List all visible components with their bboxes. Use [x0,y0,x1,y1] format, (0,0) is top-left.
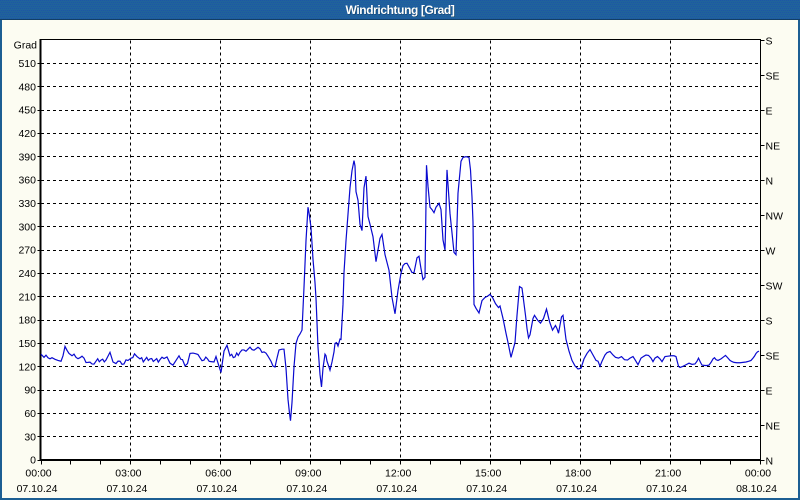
svg-text:120: 120 [18,361,36,373]
svg-text:N: N [766,455,774,467]
svg-text:60: 60 [24,408,36,420]
svg-text:30: 30 [24,431,36,443]
svg-text:Grad: Grad [14,40,38,52]
svg-text:07.10.24: 07.10.24 [17,483,58,495]
svg-text:07.10.24: 07.10.24 [646,483,687,495]
svg-text:07.10.24: 07.10.24 [466,483,507,495]
svg-text:450: 450 [18,105,36,117]
svg-text:07.10.24: 07.10.24 [286,483,327,495]
svg-text:18:00: 18:00 [565,468,591,480]
svg-text:08.10.24: 08.10.24 [736,483,777,495]
svg-text:00:00: 00:00 [25,468,51,480]
svg-text:300: 300 [18,221,36,233]
svg-text:420: 420 [18,128,36,140]
svg-text:270: 270 [18,245,36,257]
svg-text:E: E [766,105,773,117]
svg-text:150: 150 [18,338,36,350]
svg-text:03:00: 03:00 [115,468,141,480]
svg-text:W: W [766,245,776,257]
svg-text:09:00: 09:00 [295,468,321,480]
svg-text:21:00: 21:00 [655,468,681,480]
svg-text:SE: SE [766,350,780,362]
svg-text:240: 240 [18,268,36,280]
svg-text:07.10.24: 07.10.24 [106,483,147,495]
svg-text:00:00: 00:00 [745,468,771,480]
svg-text:480: 480 [18,81,36,93]
svg-text:12:00: 12:00 [385,468,411,480]
svg-text:NE: NE [766,420,781,432]
svg-text:07.10.24: 07.10.24 [196,483,237,495]
svg-text:SE: SE [766,70,780,82]
svg-text:90: 90 [24,385,36,397]
svg-text:390: 390 [18,151,36,163]
svg-text:S: S [766,35,773,47]
svg-text:0: 0 [30,455,36,467]
svg-text:N: N [766,175,774,187]
svg-text:06:00: 06:00 [205,468,231,480]
svg-text:330: 330 [18,198,36,210]
svg-text:07.10.24: 07.10.24 [376,483,417,495]
svg-text:15:00: 15:00 [475,468,501,480]
svg-text:SW: SW [766,280,783,292]
svg-text:210: 210 [18,291,36,303]
svg-text:360: 360 [18,175,36,187]
svg-text:510: 510 [18,58,36,70]
svg-text:NW: NW [766,210,784,222]
svg-text:NE: NE [766,140,781,152]
svg-text:S: S [766,315,773,327]
svg-text:E: E [766,385,773,397]
svg-text:07.10.24: 07.10.24 [556,483,597,495]
svg-text:180: 180 [18,315,36,327]
